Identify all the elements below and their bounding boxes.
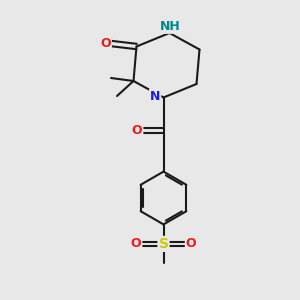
Text: S: S	[158, 237, 169, 251]
Text: O: O	[186, 237, 196, 250]
Text: O: O	[100, 37, 111, 50]
Text: NH: NH	[160, 20, 181, 33]
Text: N: N	[150, 89, 160, 103]
Text: O: O	[130, 237, 141, 250]
Text: O: O	[132, 124, 142, 137]
